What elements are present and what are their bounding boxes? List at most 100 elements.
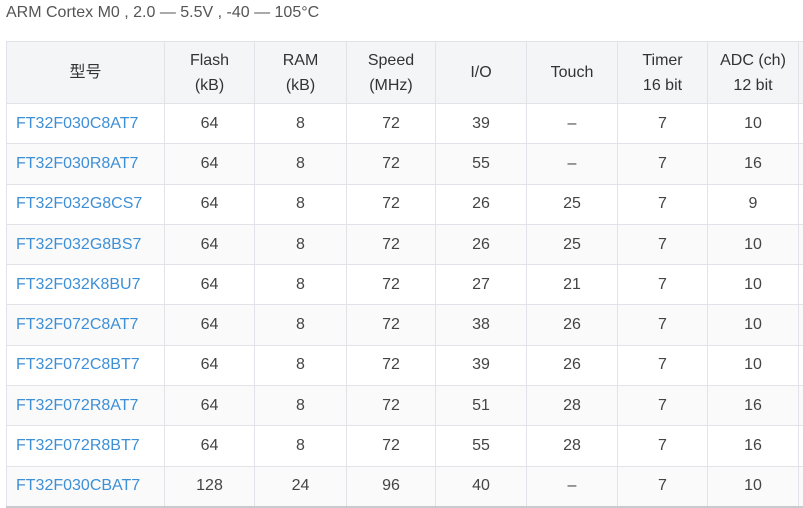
table-cell <box>799 265 803 305</box>
table-cell: 51 <box>436 386 527 426</box>
column-header: Flash(kB) <box>165 42 255 104</box>
table-cell: 7 <box>618 305 708 345</box>
table-cell: 10 <box>708 224 799 264</box>
model-link[interactable]: FT32F032G8CS7 <box>7 184 165 224</box>
table-cell: 64 <box>165 104 255 144</box>
table-cell: 7 <box>618 184 708 224</box>
table-cell: 72 <box>347 426 436 466</box>
table-cell: 28 <box>527 426 618 466</box>
table-cell: 25 <box>527 184 618 224</box>
header-label: 16 bit <box>618 73 707 98</box>
header-label: RAM <box>255 48 346 73</box>
model-link[interactable]: FT32F030C8AT7 <box>7 104 165 144</box>
model-link[interactable]: FT32F072C8AT7 <box>7 305 165 345</box>
table-cell: 8 <box>255 224 347 264</box>
table-cell: 8 <box>255 104 347 144</box>
table-cell: 40 <box>436 466 527 507</box>
table-cell: 38 <box>436 305 527 345</box>
header-label: Speed <box>347 48 435 73</box>
table-cell: 26 <box>436 224 527 264</box>
model-link[interactable]: FT32F030R8AT7 <box>7 144 165 184</box>
column-header: Speed(MHz) <box>347 42 436 104</box>
table-cell: 21 <box>527 265 618 305</box>
table-cell: 64 <box>165 265 255 305</box>
table-cell: 64 <box>165 345 255 385</box>
table-cell: 39 <box>436 345 527 385</box>
table-cell: 16 <box>708 386 799 426</box>
table-cell: 8 <box>255 426 347 466</box>
table-cell: 64 <box>165 426 255 466</box>
table-cell: 25 <box>527 224 618 264</box>
column-header: I/O <box>436 42 527 104</box>
table-cell: 10 <box>708 466 799 507</box>
table-cell: 24 <box>255 466 347 507</box>
table-cell: 55 <box>436 426 527 466</box>
column-header: RAM(kB) <box>255 42 347 104</box>
table-cell: 9 <box>708 184 799 224</box>
table-cell: 64 <box>165 224 255 264</box>
table-cell: 10 <box>708 265 799 305</box>
table-cell: 64 <box>165 386 255 426</box>
table-cell <box>799 144 803 184</box>
table-cell: – <box>527 144 618 184</box>
table-cell: 26 <box>527 345 618 385</box>
column-header <box>799 42 803 104</box>
model-link[interactable]: FT32F032K8BU7 <box>7 265 165 305</box>
table-cell <box>799 386 803 426</box>
table-cell: 7 <box>618 224 708 264</box>
table-cell <box>799 466 803 507</box>
table-cell: 7 <box>618 144 708 184</box>
table-cell: 8 <box>255 265 347 305</box>
table-cell: 8 <box>255 305 347 345</box>
table-cell: 72 <box>347 224 436 264</box>
header-label: 型号 <box>7 60 164 85</box>
table-cell: 8 <box>255 345 347 385</box>
table-cell: 72 <box>347 184 436 224</box>
table-cell <box>799 224 803 264</box>
header-label: 12 bit <box>708 73 798 98</box>
table-cell <box>799 184 803 224</box>
table-cell <box>799 426 803 466</box>
table-cell: 64 <box>165 305 255 345</box>
table-cell: 72 <box>347 345 436 385</box>
header-label: I/O <box>436 60 526 85</box>
header-label: (MHz) <box>347 73 435 98</box>
table-cell: 7 <box>618 345 708 385</box>
model-link[interactable]: FT32F072C8BT7 <box>7 345 165 385</box>
table-cell: 72 <box>347 265 436 305</box>
table-cell: 7 <box>618 104 708 144</box>
table-cell: – <box>527 104 618 144</box>
table-cell: 8 <box>255 184 347 224</box>
table-cell: – <box>527 466 618 507</box>
model-link[interactable]: FT32F032G8BS7 <box>7 224 165 264</box>
table-cell: 8 <box>255 144 347 184</box>
table-cell: 10 <box>708 345 799 385</box>
model-link[interactable]: FT32F072R8AT7 <box>7 386 165 426</box>
column-header: Touch <box>527 42 618 104</box>
model-link[interactable]: FT32F030CBAT7 <box>7 466 165 507</box>
model-link[interactable]: FT32F072R8BT7 <box>7 426 165 466</box>
table-cell: 7 <box>618 466 708 507</box>
header-label: Timer <box>618 48 707 73</box>
table-cell: 27 <box>436 265 527 305</box>
table-cell: 72 <box>347 144 436 184</box>
table-cell: 72 <box>347 104 436 144</box>
header-label: ADC (ch) <box>708 48 798 73</box>
table-cell: 55 <box>436 144 527 184</box>
table-cell: 26 <box>527 305 618 345</box>
column-header: ADC (ch)12 bit <box>708 42 799 104</box>
header-label: Flash <box>165 48 254 73</box>
header-label: (kB) <box>255 73 346 98</box>
